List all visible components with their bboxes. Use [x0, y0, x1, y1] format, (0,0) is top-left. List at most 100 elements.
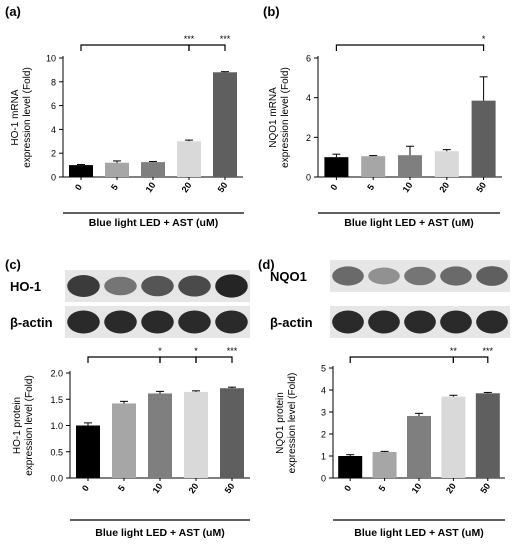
blot-band: [104, 276, 137, 296]
bar: [148, 393, 172, 478]
y-tick-label: 0: [306, 173, 311, 183]
significance-label: ***: [483, 346, 494, 356]
x-tick-label: 20: [437, 180, 451, 194]
y-axis-label: expression level (Fold): [24, 375, 35, 476]
significance-bracket: [87, 356, 161, 363]
y-tick-label: 2: [306, 133, 311, 143]
x-tick-label: 50: [474, 180, 488, 194]
significance-label: **: [450, 346, 458, 356]
y-axis-label: NQO1 mRNA: [268, 87, 279, 148]
significance-label: ***: [227, 346, 238, 356]
blot-label: β-actin: [270, 315, 313, 330]
panel-a: (a) 0 2 4 6 8 10 HO-1 mRNA expression level (Fol…: [5, 4, 244, 229]
x-tick-label: 5: [116, 483, 127, 493]
x-tick-label: 50: [216, 180, 230, 194]
bar: [475, 393, 500, 478]
significance-label: *: [482, 34, 486, 44]
blot-band: [404, 266, 436, 286]
x-tick-label: 5: [109, 182, 120, 192]
x-tick-label: 50: [478, 481, 492, 495]
blot-band: [141, 275, 174, 297]
y-tick-label: 0.0: [50, 474, 63, 484]
blot-band: [440, 310, 472, 334]
y-axis-label: HO-1 mRNA: [10, 89, 21, 145]
blot-band: [178, 310, 211, 334]
significance-bracket: [80, 44, 190, 51]
x-tick-label: 0: [342, 483, 353, 493]
significance-label: *: [158, 346, 162, 356]
significance-label: *: [194, 346, 198, 356]
y-tick-label: 5: [321, 364, 326, 374]
x-tick-label: 0: [80, 483, 91, 493]
x-tick-label: 10: [401, 180, 415, 194]
x-tick-label: 0: [328, 182, 339, 192]
x-axis-label: Blue light LED + AST (uM): [95, 527, 224, 539]
blot-band: [67, 274, 100, 298]
bar: [471, 100, 496, 177]
bar: [112, 403, 136, 478]
x-axis-label: Blue light LED + AST (uM): [344, 217, 473, 229]
y-tick-label: 3: [321, 408, 326, 418]
bar: [105, 162, 129, 177]
blot-band: [368, 267, 400, 285]
bar: [441, 396, 466, 478]
y-tick-label: 4: [51, 125, 56, 135]
x-tick-label: 0: [73, 182, 84, 192]
bar: [76, 425, 100, 478]
y-axis-label: HO-1 protein: [12, 397, 23, 454]
blot-label: HO-1: [10, 279, 41, 294]
bar: [213, 72, 237, 177]
x-tick-label: 10: [410, 481, 424, 495]
significance-label: ***: [184, 34, 195, 44]
y-tick-label: 8: [51, 77, 56, 87]
bar: [338, 456, 363, 478]
x-tick-label: 5: [365, 182, 376, 192]
significance-bracket: [188, 44, 226, 51]
y-tick-label: 4: [321, 386, 326, 396]
y-tick-label: 0: [51, 173, 56, 183]
blot-band: [440, 266, 472, 286]
significance-bracket: [335, 44, 485, 51]
blot-band: [215, 310, 248, 334]
y-axis-label: expression level (Fold): [22, 67, 33, 168]
y-tick-label: 0: [321, 474, 326, 484]
blot-band: [476, 310, 508, 334]
blot-band: [332, 266, 364, 286]
blot-band: [368, 310, 400, 334]
blot-band: [104, 310, 137, 334]
blot-band: [67, 310, 100, 334]
y-axis-label: expression level (Fold): [287, 373, 298, 474]
panel-b: (b) 0 2 4 6 NQO1 mRNA expression level (Fold) 0…: [263, 4, 502, 229]
bar: [407, 415, 431, 478]
significance-bracket: [452, 356, 489, 363]
blot-band: [404, 310, 436, 334]
x-tick-label: 20: [180, 180, 194, 194]
x-tick-label: 10: [144, 180, 158, 194]
x-axis-label: Blue light LED + AST (uM): [354, 527, 483, 539]
blot-band: [332, 310, 364, 334]
bar: [361, 156, 386, 177]
significance-label: ***: [220, 34, 231, 44]
bar: [220, 388, 244, 478]
x-tick-label: 50: [223, 481, 237, 495]
significance-bracket: [195, 356, 233, 363]
bar: [398, 155, 422, 177]
y-tick-label: 1.5: [50, 395, 63, 405]
y-tick-label: 2.0: [50, 369, 63, 379]
blot-band: [476, 266, 508, 286]
bar: [69, 165, 93, 177]
y-axis-label: NQO1 protein: [275, 392, 286, 454]
panel-d: (d)NQO1 β-actin 0 1 2 3 4 5 NQO1 protein expressi…: [258, 257, 510, 539]
x-tick-label: 5: [377, 483, 388, 493]
blot-label: NQO1: [270, 269, 307, 284]
significance-bracket: [349, 356, 454, 363]
bar: [177, 141, 201, 177]
bar: [324, 157, 349, 177]
x-tick-label: 20: [187, 481, 201, 495]
y-axis-label: expression level (Fold): [280, 67, 291, 168]
x-axis-label: Blue light LED + AST (uM): [89, 217, 218, 229]
panel-label: (c): [5, 257, 21, 272]
panel-label: (b): [263, 4, 280, 19]
y-tick-label: 0.5: [50, 447, 63, 457]
